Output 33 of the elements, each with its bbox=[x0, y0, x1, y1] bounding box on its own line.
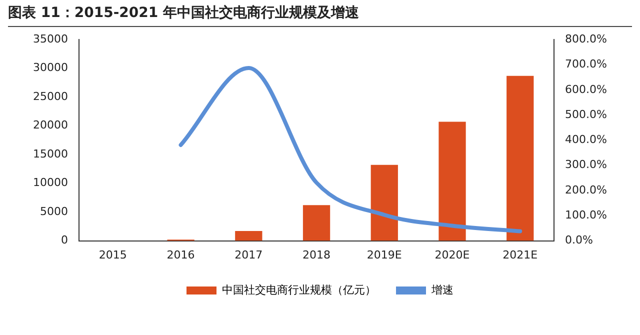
legend-label: 增速 bbox=[430, 283, 454, 296]
y2-tick-label: 700.0% bbox=[565, 58, 608, 71]
y-tick-label: 35000 bbox=[32, 32, 68, 46]
x-tick-label: 2016 bbox=[166, 248, 195, 262]
y-tick-label: 25000 bbox=[32, 90, 68, 103]
y-tick-label: 0 bbox=[60, 234, 68, 247]
chart-title: 图表 11：2015-2021 年中国社交电商行业规模及增速 bbox=[8, 4, 359, 22]
x-tick-label: 2017 bbox=[234, 248, 263, 262]
y-tick-label: 30000 bbox=[32, 61, 68, 74]
y2-tick-label: 200.0% bbox=[565, 183, 608, 196]
bar bbox=[370, 164, 398, 241]
bar bbox=[438, 122, 466, 241]
x-tick-label: 2018 bbox=[302, 248, 331, 262]
x-tick-label: 2021E bbox=[502, 248, 538, 262]
y2-tick-label: 100.0% bbox=[565, 208, 608, 222]
bar bbox=[235, 231, 262, 241]
bar bbox=[506, 76, 534, 241]
y2-tick-label: 800.0% bbox=[565, 32, 608, 46]
y2-tick-label: 300.0% bbox=[565, 158, 608, 172]
y2-tick-label: 600.0% bbox=[565, 82, 608, 96]
x-tick-label: 2015 bbox=[98, 248, 127, 262]
y-tick-label: 15000 bbox=[32, 147, 68, 160]
y2-tick-label: 0.0% bbox=[565, 234, 594, 247]
y-tick-label: 20000 bbox=[32, 118, 68, 132]
legend-label: 中国社交电商行业规模（亿元） bbox=[222, 283, 376, 296]
y-tick-label: 5000 bbox=[40, 204, 68, 218]
x-tick-label: 2020E bbox=[434, 248, 470, 262]
line-series bbox=[178, 66, 522, 234]
y2-tick-label: 500.0% bbox=[565, 108, 608, 121]
bar bbox=[302, 205, 330, 241]
y-tick-label: 10000 bbox=[32, 176, 68, 190]
x-tick-label: 2019E bbox=[366, 248, 402, 262]
y2-tick-label: 400.0% bbox=[565, 133, 608, 146]
